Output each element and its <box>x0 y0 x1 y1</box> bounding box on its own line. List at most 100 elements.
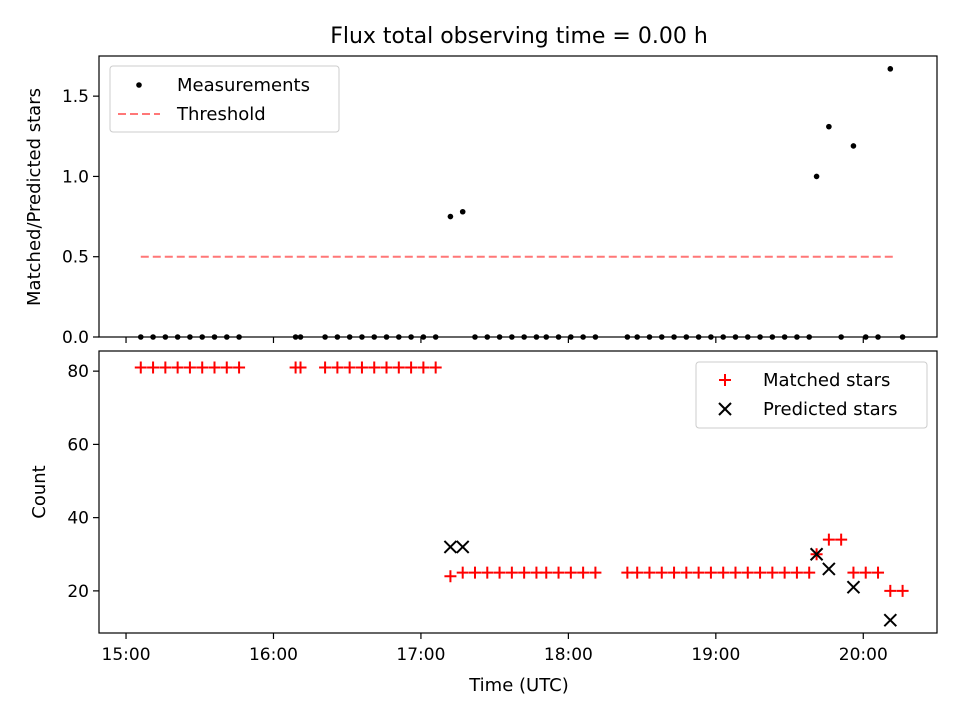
measurement-point <box>543 334 550 340</box>
matched-star-point <box>417 361 430 374</box>
measurement-point <box>187 334 193 340</box>
top-legend: Measurements Threshold <box>109 65 340 133</box>
measurement-point <box>757 334 763 340</box>
measurement-point <box>646 334 653 340</box>
top-y-axis-label: Matched/Predicted stars <box>24 88 45 306</box>
measurement-point <box>150 334 156 340</box>
matched-star-point <box>456 566 469 579</box>
measurement-point <box>813 173 820 180</box>
matched-star-point <box>493 566 506 579</box>
measurement-point <box>484 334 491 340</box>
x-tick-label: 15:00 <box>102 645 151 665</box>
matched-star-point <box>429 361 442 374</box>
matched-star-point <box>643 566 656 579</box>
measurement-point <box>496 334 503 340</box>
measurement-point <box>862 334 869 340</box>
measurement-point <box>555 334 562 340</box>
bottom-legend: Matched stars Predicted stars <box>695 361 928 429</box>
matched-star-point <box>766 566 779 579</box>
y-tick-label: 0.5 <box>62 248 89 268</box>
measurement-point <box>580 334 586 340</box>
matched-star-point <box>220 361 233 374</box>
matched-star-point <box>380 361 393 374</box>
measurement-point <box>838 334 844 340</box>
measurement-point <box>371 334 378 340</box>
measurement-point <box>592 334 599 340</box>
y-tick-label: 0.0 <box>62 328 89 348</box>
matched-star-point <box>729 566 742 579</box>
measurement-point <box>658 334 665 340</box>
legend-measurements-marker <box>136 82 142 88</box>
y-tick-label: 1.5 <box>62 87 89 107</box>
matched-star-point <box>589 566 602 579</box>
matched-star-point <box>754 566 767 579</box>
measurement-point <box>826 123 832 130</box>
measurement-point <box>671 334 677 340</box>
x-tick-label: 19:00 <box>691 645 740 665</box>
measurement-point <box>432 334 439 340</box>
measurement-point <box>174 334 181 340</box>
matched-star-point <box>171 361 184 374</box>
legend-measurements-label: Measurements <box>177 75 310 96</box>
x-tick-label: 18:00 <box>544 645 593 665</box>
measurement-point <box>769 334 776 340</box>
matched-star-point <box>208 361 221 374</box>
predicted-star-point <box>443 540 458 554</box>
matched-star-point <box>847 566 860 579</box>
top-legend-box <box>109 65 340 133</box>
matched-star-point <box>196 361 209 374</box>
chart-title: Flux total observing time = 0.00 h <box>330 24 708 49</box>
measurement-point <box>297 334 304 340</box>
measurement-point <box>533 334 540 340</box>
matched-star-point <box>704 566 717 579</box>
y-tick-label: 80 <box>67 362 89 382</box>
measurement-point <box>732 334 739 340</box>
measurement-point <box>211 334 218 340</box>
matched-star-point <box>392 361 405 374</box>
measurement-point <box>875 334 881 340</box>
measurement-point <box>806 334 813 340</box>
legend-matched-marker <box>719 374 731 386</box>
matched-star-point <box>552 566 565 579</box>
matched-star-point <box>668 566 681 579</box>
measurement-point <box>292 334 299 340</box>
x-axis-label: Time (UTC) <box>468 675 569 696</box>
measurement-point <box>634 334 640 340</box>
matched-star-point <box>183 361 196 374</box>
predicted-star-point <box>822 562 836 576</box>
matched-star-point <box>884 584 897 597</box>
matched-star-point <box>577 566 590 579</box>
predicted-star-point <box>883 613 898 627</box>
measurement-point <box>708 334 714 340</box>
top-y-ticks: 0.0 0.5 1.0 1.5 <box>62 87 99 348</box>
matched-star-point <box>319 361 332 374</box>
matched-star-point <box>564 566 577 579</box>
measurement-point <box>420 334 427 340</box>
measurement-point <box>695 334 702 340</box>
measurement-point <box>383 334 390 340</box>
bottom-y-ticks: 20 40 60 80 <box>67 362 99 602</box>
matched-star-point <box>368 361 381 374</box>
y-tick-label: 40 <box>67 509 89 529</box>
matched-star-point <box>631 566 644 579</box>
bottom-legend-box <box>695 361 928 429</box>
matched-star-point <box>233 361 246 374</box>
y-tick-label: 20 <box>67 582 89 602</box>
legend-matched-label: Matched stars <box>763 370 890 391</box>
measurement-point <box>683 334 690 340</box>
bottom-series <box>134 361 909 627</box>
predicted-star-point <box>455 540 470 554</box>
measurement-point <box>223 334 230 340</box>
measurement-point <box>346 334 353 340</box>
measurement-point <box>887 66 894 72</box>
matched-star-point <box>822 533 835 546</box>
top-panel: 0.0 0.5 1.0 1.5 Matched/Predicted stars Mea… <box>24 55 938 348</box>
measurement-point <box>334 334 341 340</box>
matched-star-point <box>468 566 481 579</box>
measurement-point <box>408 334 414 340</box>
legend-threshold-label: Threshold <box>176 104 266 125</box>
matched-star-point <box>896 584 909 597</box>
matched-star-point <box>741 566 754 579</box>
measurement-point <box>137 334 144 340</box>
